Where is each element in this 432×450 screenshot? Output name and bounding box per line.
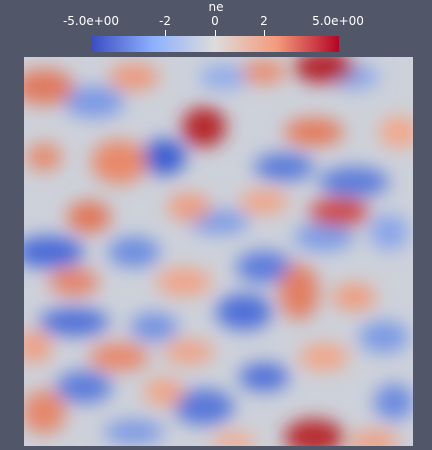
colorbar-tick-mark: [165, 30, 166, 36]
colorbar-tick-label-neg2: -2: [159, 14, 171, 28]
colorbar-tick-label-zero: 0: [211, 14, 219, 28]
colorbar-title: ne: [208, 0, 224, 14]
colorbar-tick-mark: [215, 30, 216, 36]
colorbar-tick-label-min: -5.0e+00: [62, 14, 120, 28]
colorbar-tick-label-max: 5.0e+00: [312, 14, 364, 28]
colorbar-tick-mark: [264, 30, 265, 36]
colorbar-gradient[interactable]: [91, 36, 339, 52]
colorbar-tick-label-pos2: 2: [260, 14, 268, 28]
scalar-field-plot[interactable]: [24, 57, 413, 446]
